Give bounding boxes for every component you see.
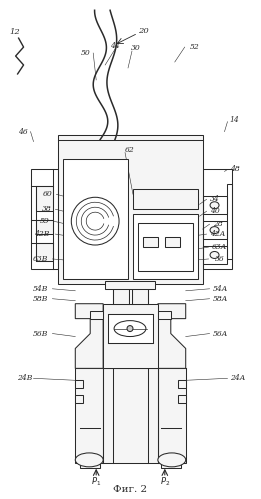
- Ellipse shape: [210, 227, 219, 234]
- Bar: [203, 170, 233, 269]
- Text: 12: 12: [9, 28, 20, 36]
- Text: Фиг. 2: Фиг. 2: [113, 485, 147, 494]
- Text: 40: 40: [210, 207, 220, 215]
- Bar: [35, 243, 54, 261]
- Polygon shape: [158, 304, 186, 368]
- Bar: [203, 246, 228, 264]
- Text: 50: 50: [80, 49, 90, 57]
- Ellipse shape: [114, 321, 146, 336]
- Bar: [158, 311, 171, 319]
- Ellipse shape: [71, 197, 119, 245]
- Text: 24B: 24B: [17, 374, 32, 382]
- Text: 58B: 58B: [33, 295, 48, 303]
- Bar: [158, 368, 186, 463]
- Text: 63B: 63B: [33, 255, 48, 263]
- Bar: [58, 135, 203, 284]
- Text: 38: 38: [41, 205, 51, 213]
- Text: 56B: 56B: [33, 329, 48, 337]
- Text: 44: 44: [110, 42, 120, 50]
- Text: 60: 60: [43, 190, 52, 198]
- Bar: [105, 281, 155, 289]
- Ellipse shape: [127, 325, 133, 331]
- Text: 56A: 56A: [213, 329, 228, 337]
- Text: $P_2$: $P_2$: [160, 476, 170, 488]
- Text: 28: 28: [213, 220, 222, 228]
- Text: 24A: 24A: [230, 374, 245, 382]
- Text: 54A: 54A: [213, 285, 228, 293]
- Bar: [75, 380, 83, 388]
- Text: 48: 48: [230, 166, 239, 174]
- Bar: [228, 184, 233, 259]
- Bar: [178, 380, 186, 388]
- Text: 59: 59: [40, 217, 49, 225]
- Bar: [165, 237, 180, 247]
- Bar: [203, 221, 228, 239]
- Text: 46: 46: [18, 128, 27, 136]
- Text: 58A: 58A: [213, 295, 228, 303]
- Bar: [203, 196, 228, 214]
- Bar: [35, 220, 54, 234]
- Ellipse shape: [158, 453, 186, 467]
- Bar: [133, 214, 198, 279]
- Bar: [80, 460, 100, 468]
- Bar: [103, 368, 158, 463]
- Bar: [108, 314, 153, 343]
- Text: 42A: 42A: [210, 230, 225, 238]
- Text: 14: 14: [230, 116, 239, 124]
- Text: 63A: 63A: [212, 243, 227, 251]
- Text: 34: 34: [210, 195, 220, 203]
- Bar: [103, 304, 158, 368]
- Bar: [178, 395, 186, 403]
- Ellipse shape: [210, 202, 219, 209]
- Text: 54B: 54B: [33, 285, 48, 293]
- Bar: [143, 237, 158, 247]
- Text: 52: 52: [190, 43, 199, 51]
- Bar: [138, 223, 193, 271]
- Text: 62: 62: [125, 146, 135, 154]
- Text: 30: 30: [131, 44, 141, 52]
- Ellipse shape: [75, 453, 103, 467]
- Text: 20: 20: [138, 27, 148, 35]
- Bar: [31, 170, 58, 269]
- Bar: [75, 395, 83, 403]
- Bar: [133, 189, 198, 209]
- Text: $P_1$: $P_1$: [91, 476, 101, 488]
- Bar: [63, 160, 128, 279]
- Bar: [161, 460, 181, 468]
- Text: 36: 36: [215, 255, 224, 263]
- Bar: [132, 284, 148, 304]
- Text: 42B: 42B: [34, 230, 49, 238]
- Bar: [90, 311, 103, 319]
- Polygon shape: [75, 304, 103, 368]
- Bar: [113, 284, 129, 304]
- Bar: [75, 368, 103, 463]
- Ellipse shape: [210, 251, 219, 258]
- Bar: [35, 186, 54, 211]
